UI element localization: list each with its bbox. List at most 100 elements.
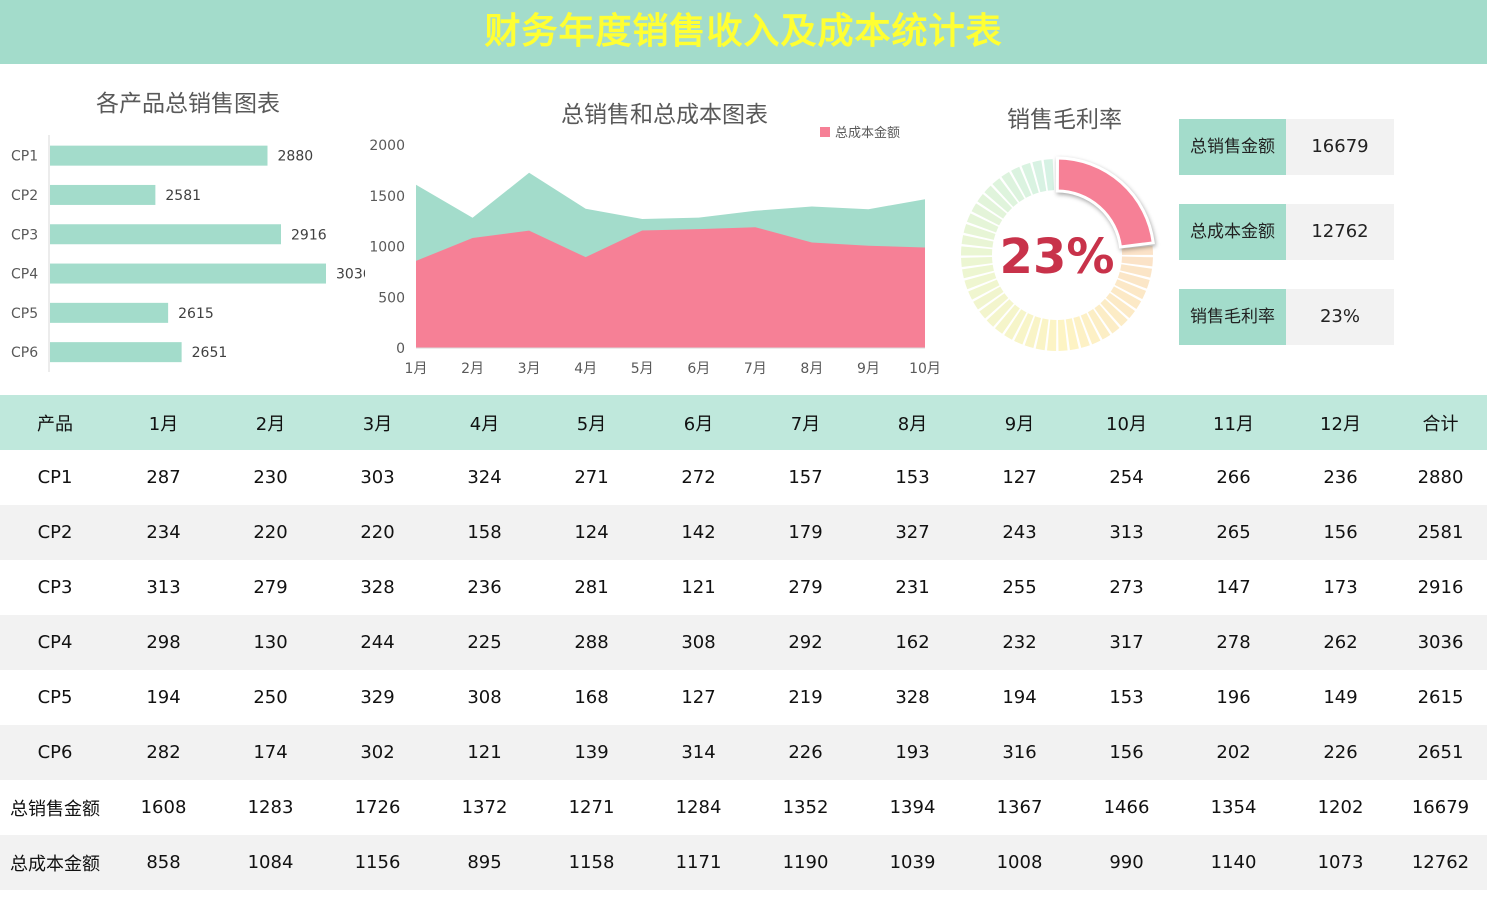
header-cell: 合计 bbox=[1422, 413, 1459, 435]
bar-data-label: 2916 bbox=[291, 227, 327, 243]
donut-remaining-segment bbox=[1024, 316, 1041, 349]
y-tick-label: 0 bbox=[396, 341, 405, 357]
table-cell: 328 bbox=[360, 577, 395, 598]
donut-remaining-segment bbox=[961, 256, 993, 267]
donut-center-label: 23% bbox=[1000, 229, 1115, 285]
table-cell: 12762 bbox=[1411, 852, 1470, 873]
bar-data-label: 3036 bbox=[336, 267, 365, 283]
x-tick-label: 1月 bbox=[405, 361, 428, 377]
table-row: 总成本金额 858 1084 1156 895 1158 1171 1190 1039 1008 9… bbox=[0, 835, 1487, 890]
table-cell: 220 bbox=[360, 522, 395, 543]
table-cell: 990 bbox=[1109, 852, 1144, 873]
bar-category-label: CP1 bbox=[11, 149, 38, 165]
row-label-cell: 总销售金额 bbox=[10, 798, 100, 820]
donut-chart: 23% bbox=[961, 156, 1155, 351]
header-cell: 1月 bbox=[148, 413, 179, 435]
row-label-cell: CP5 bbox=[37, 687, 73, 708]
table-cell: 2581 bbox=[1417, 522, 1464, 543]
bar-category-label: CP2 bbox=[11, 188, 38, 204]
table-cell: 281 bbox=[574, 577, 609, 598]
y-tick-label: 500 bbox=[378, 290, 405, 306]
donut-remaining-segment bbox=[1080, 312, 1101, 345]
table-cell: 162 bbox=[895, 632, 930, 653]
table-cell: 232 bbox=[1002, 632, 1037, 653]
table-cell: 142 bbox=[681, 522, 716, 543]
page-title: 财务年度销售收入及成本统计表 bbox=[484, 11, 1003, 52]
donut-remaining-segment bbox=[977, 194, 1007, 219]
header-cell: 7月 bbox=[790, 413, 821, 435]
table-cell: 121 bbox=[467, 742, 502, 763]
x-tick-label: 5月 bbox=[631, 361, 654, 377]
bar-CP5 bbox=[50, 302, 169, 323]
donut-remaining-segment bbox=[971, 203, 1003, 226]
table-cell: 194 bbox=[146, 687, 181, 708]
table-cell: 1284 bbox=[675, 797, 722, 818]
table-cell: 317 bbox=[1109, 632, 1144, 653]
table-cell: 196 bbox=[1216, 687, 1251, 708]
x-tick-label: 3月 bbox=[518, 361, 541, 377]
table-cell: 230 bbox=[253, 467, 288, 488]
legend-swatch bbox=[820, 127, 830, 137]
table-row: 总销售金额 1608 1283 1726 1372 1271 1284 1352 1394 136… bbox=[0, 780, 1487, 835]
kpi-value: 23% bbox=[1286, 289, 1394, 345]
table-cell: 174 bbox=[253, 742, 288, 763]
header-cell: 2月 bbox=[255, 413, 286, 435]
table-cell: 219 bbox=[788, 687, 823, 708]
donut-remaining-segment bbox=[966, 213, 999, 233]
table-cell: 279 bbox=[253, 577, 288, 598]
table-cell: 1283 bbox=[247, 797, 294, 818]
table-cell: 153 bbox=[1109, 687, 1144, 708]
table-cell: 173 bbox=[1323, 577, 1358, 598]
table-cell: 234 bbox=[146, 522, 181, 543]
table-cell: 279 bbox=[788, 577, 823, 598]
kpi-label: 销售毛利率 bbox=[1179, 289, 1286, 345]
table-cell: 1354 bbox=[1210, 797, 1257, 818]
x-tick-label: 9月 bbox=[857, 361, 880, 377]
table-cell: 1158 bbox=[568, 852, 615, 873]
table-cell: 179 bbox=[788, 522, 823, 543]
bar-category-label: CP4 bbox=[11, 267, 38, 283]
table-cell: 302 bbox=[360, 742, 395, 763]
table-cell: 328 bbox=[895, 687, 930, 708]
table-row: CP6 282 174 302 121 139 314 226 193 316 156 202 226 2… bbox=[0, 725, 1487, 780]
header-cell: 11月 bbox=[1213, 413, 1254, 435]
table-cell: 1271 bbox=[568, 797, 615, 818]
table-cell: 225 bbox=[467, 632, 502, 653]
x-tick-label: 2月 bbox=[461, 361, 484, 377]
row-label-cell: CP6 bbox=[37, 742, 73, 763]
donut-remaining-segment bbox=[992, 178, 1018, 207]
table-cell: 255 bbox=[1002, 577, 1037, 598]
donut-chart-title: 销售毛利率 bbox=[1007, 107, 1122, 133]
table-row: CP1 287 230 303 324 271 272 157 153 127 254 266 236 2… bbox=[0, 450, 1487, 505]
area-series-cost bbox=[416, 227, 925, 348]
table-cell: 153 bbox=[895, 467, 930, 488]
data-table: 产品 1月 2月 3月 4月 5月 6月 7月 8月 9月 10月 11月 12… bbox=[0, 395, 1487, 890]
table-cell: 1039 bbox=[889, 852, 936, 873]
header-cell: 12月 bbox=[1320, 413, 1361, 435]
table-cell: 157 bbox=[788, 467, 823, 488]
table-row: CP2 234 220 220 158 124 142 179 327 243 313 265 156 2… bbox=[0, 505, 1487, 560]
donut-remaining-segment bbox=[961, 235, 994, 248]
table-cell: 2615 bbox=[1417, 687, 1464, 708]
header-cell: 9月 bbox=[1004, 413, 1035, 435]
table-cell: 313 bbox=[1109, 522, 1144, 543]
donut-remaining-segment bbox=[1114, 279, 1147, 300]
donut-remaining-segment bbox=[962, 264, 994, 279]
table-cell: 226 bbox=[1323, 742, 1358, 763]
table-cell: 329 bbox=[360, 687, 395, 708]
y-tick-label: 2000 bbox=[369, 138, 405, 154]
table-cell: 231 bbox=[895, 577, 930, 598]
table-cell: 288 bbox=[574, 632, 609, 653]
table-row: CP4 298 130 244 225 288 308 292 162 232 317 278 262 3… bbox=[0, 615, 1487, 670]
bar-CP6 bbox=[50, 342, 182, 363]
table-cell: 124 bbox=[574, 522, 609, 543]
table-cell: 156 bbox=[1323, 522, 1358, 543]
table-cell: 254 bbox=[1109, 467, 1144, 488]
row-label-cell: CP3 bbox=[37, 577, 73, 598]
donut-remaining-segment bbox=[1058, 319, 1068, 351]
donut-remaining-segment bbox=[963, 224, 996, 240]
table-cell: 308 bbox=[467, 687, 502, 708]
donut-remaining-segment bbox=[1087, 309, 1111, 340]
table-cell: 1367 bbox=[996, 797, 1043, 818]
kpi-value: 12762 bbox=[1286, 204, 1394, 260]
